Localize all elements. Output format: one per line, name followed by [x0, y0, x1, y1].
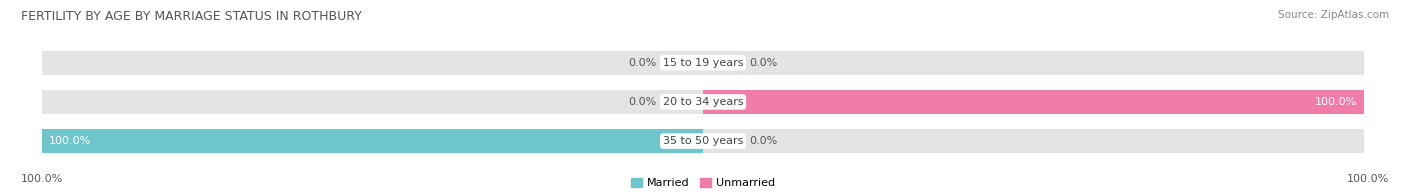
Text: 15 to 19 years: 15 to 19 years [662, 58, 744, 68]
Text: FERTILITY BY AGE BY MARRIAGE STATUS IN ROTHBURY: FERTILITY BY AGE BY MARRIAGE STATUS IN R… [21, 10, 361, 23]
Text: 20 to 34 years: 20 to 34 years [662, 97, 744, 107]
Bar [703, 90, 1364, 114]
Bar [42, 90, 1364, 114]
Text: 100.0%: 100.0% [49, 136, 91, 146]
Text: Source: ZipAtlas.com: Source: ZipAtlas.com [1278, 10, 1389, 20]
Text: 35 to 50 years: 35 to 50 years [662, 136, 744, 146]
Text: 100.0%: 100.0% [1347, 174, 1389, 184]
Text: 0.0%: 0.0% [628, 58, 657, 68]
Legend: Married, Unmarried: Married, Unmarried [631, 178, 775, 189]
Text: 100.0%: 100.0% [21, 174, 63, 184]
Bar [42, 129, 1364, 153]
Text: 0.0%: 0.0% [628, 97, 657, 107]
Text: 0.0%: 0.0% [749, 136, 778, 146]
Text: 100.0%: 100.0% [1315, 97, 1357, 107]
Bar [42, 129, 703, 153]
Text: 0.0%: 0.0% [749, 58, 778, 68]
Bar [42, 51, 1364, 75]
